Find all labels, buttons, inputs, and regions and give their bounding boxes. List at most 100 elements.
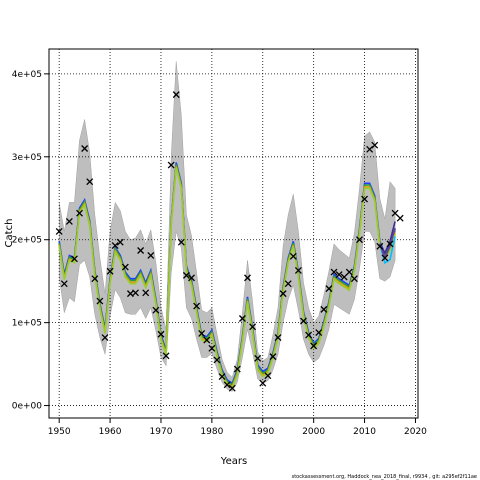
tail-line-3 <box>379 227 396 261</box>
observed-point <box>345 268 353 276</box>
observed-point-stroke <box>86 178 94 186</box>
observed-point <box>152 306 160 314</box>
observed-point-stroke <box>65 218 73 225</box>
observed-point <box>208 344 216 352</box>
observed-point <box>238 315 246 322</box>
observed-point-stroke <box>223 381 231 389</box>
observed-point-stroke <box>70 255 78 263</box>
y-tick-label: 4e+05 <box>12 70 42 80</box>
observed-point <box>193 302 201 310</box>
observed-point <box>350 275 358 283</box>
observed-point <box>366 145 374 153</box>
observed-point-stroke <box>361 195 369 203</box>
observed-point <box>244 274 251 282</box>
observed-point <box>294 266 302 274</box>
observed-point <box>167 161 175 169</box>
observed-point <box>96 297 104 305</box>
observed-point-stroke <box>269 353 277 361</box>
observed-points-layer <box>55 91 404 392</box>
observed-point <box>116 238 124 246</box>
observed-point <box>188 274 195 282</box>
observed-point-stroke <box>167 161 175 169</box>
observed-point-stroke <box>330 268 338 276</box>
observed-point-stroke <box>386 240 394 248</box>
observed-point <box>315 329 323 337</box>
observed-point-stroke <box>208 344 216 352</box>
observed-point-stroke <box>233 365 241 373</box>
observed-point <box>340 273 348 281</box>
observed-point <box>269 353 277 361</box>
observed-point-stroke <box>274 334 282 342</box>
observed-point <box>218 373 226 380</box>
plot-frame <box>48 48 419 419</box>
observed-point-stroke <box>121 263 129 271</box>
observed-point <box>177 238 185 246</box>
observed-point-stroke <box>345 268 353 276</box>
observed-point-stroke <box>111 242 119 249</box>
observed-point-stroke <box>137 247 145 254</box>
observed-point <box>254 354 262 362</box>
observed-point-stroke <box>177 238 185 246</box>
observed-point <box>371 141 379 149</box>
observed-point <box>157 330 165 338</box>
observed-point <box>264 372 272 380</box>
observed-point <box>386 240 394 248</box>
confidence-band-layer <box>58 61 396 392</box>
x-tick-label: 2010 <box>353 427 376 437</box>
observed-point-stroke <box>254 354 262 362</box>
observed-point-stroke <box>320 305 328 313</box>
observed-point-stroke <box>81 145 89 152</box>
observed-point <box>172 91 180 99</box>
x-tick-label: 1950 <box>48 427 71 437</box>
observed-point <box>249 323 257 331</box>
observed-point-stroke <box>356 236 363 244</box>
observed-point-stroke <box>126 290 134 298</box>
observed-point-stroke <box>101 334 109 342</box>
observed-point-stroke <box>213 356 221 364</box>
y-tick-label: 1e+05 <box>12 319 42 329</box>
observed-point-stroke <box>157 330 165 338</box>
observed-point <box>65 218 73 225</box>
observed-point <box>335 271 343 279</box>
observed-point <box>70 255 78 263</box>
x-tick-label: 2020 <box>404 427 427 437</box>
observed-point-stroke <box>188 274 195 282</box>
observed-point-stroke <box>91 275 99 283</box>
observed-point <box>300 317 307 325</box>
observed-point-stroke <box>142 289 150 297</box>
observed-point-stroke <box>244 274 251 282</box>
observed-point-stroke <box>162 352 170 360</box>
observed-point <box>396 214 404 222</box>
y-tick-label: 2e+05 <box>12 236 42 246</box>
observed-point <box>182 271 190 279</box>
observed-point <box>274 334 282 342</box>
observed-point <box>320 305 328 313</box>
observed-point <box>325 285 333 293</box>
observed-point <box>356 236 363 244</box>
observed-point-stroke <box>376 242 384 250</box>
confidence-band <box>58 61 396 392</box>
observed-point-stroke <box>289 252 297 260</box>
observed-point <box>279 290 287 298</box>
observed-point-stroke <box>381 254 389 262</box>
observed-point <box>289 252 297 260</box>
observed-point-stroke <box>350 275 358 283</box>
observed-point <box>284 280 292 288</box>
observed-point <box>91 275 99 283</box>
observed-point <box>76 209 83 217</box>
x-tick-label: 1970 <box>150 427 173 437</box>
observed-point-stroke <box>147 252 155 259</box>
x-tick-label: 2000 <box>302 427 325 437</box>
observed-point-stroke <box>310 342 318 350</box>
axes-layer: 1950 1960 1970 1980 1990 2000 2010 2020 0e+00 1e+… <box>12 70 427 437</box>
observed-point-stroke <box>55 227 63 235</box>
observed-point <box>376 242 384 250</box>
observed-point <box>147 252 155 259</box>
observed-point <box>305 331 313 339</box>
observed-point-stroke <box>340 273 348 281</box>
observed-point-stroke <box>371 141 379 149</box>
observed-point-stroke <box>132 289 139 297</box>
observed-point <box>121 263 129 271</box>
x-tick-label: 1990 <box>251 427 274 437</box>
